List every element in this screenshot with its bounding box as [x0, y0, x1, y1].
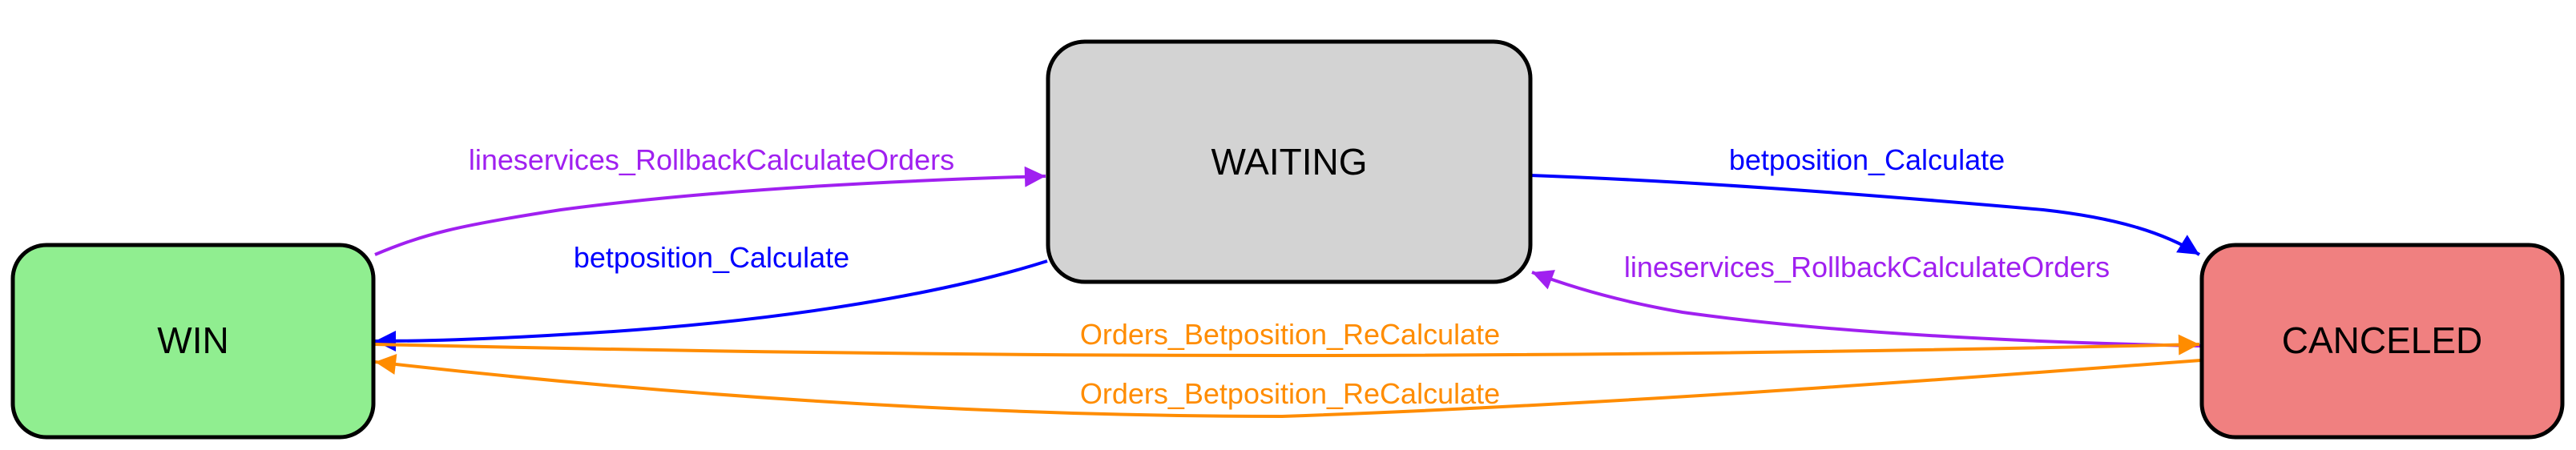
edge-win-to-canceled-label: Orders_Betposition_ReCalculate — [1080, 318, 1500, 351]
edge-canceled-to-waiting-line — [1531, 270, 2202, 348]
edge-waiting-to-canceled: betposition_Calculate — [1530, 143, 2201, 256]
edge-waiting-to-win-label: betposition_Calculate — [574, 241, 849, 274]
edge-canceled-to-win-label: Orders_Betposition_ReCalculate — [1080, 377, 1500, 410]
edge-canceled-to-waiting-label: lineservices_RollbackCalculateOrders — [1624, 251, 2110, 283]
node-waiting-label: WAITING — [1211, 141, 1367, 183]
edge-win-to-canceled-line — [374, 334, 2200, 358]
edge-waiting-to-win: betposition_Calculate — [374, 241, 1048, 352]
edge-win-to-waiting: lineservices_RollbackCalculateOrders — [374, 143, 1046, 256]
node-canceled: CANCELED — [2199, 243, 2565, 440]
node-win-label: WIN — [157, 319, 228, 361]
edge-canceled-to-win-line — [374, 354, 2202, 419]
edge-win-to-waiting-label: lineservices_RollbackCalculateOrders — [469, 143, 954, 176]
edge-win-to-waiting-line — [374, 166, 1046, 256]
edge-canceled-to-win: Orders_Betposition_ReCalculate — [374, 354, 2202, 419]
node-waiting: WAITING — [1046, 39, 1533, 284]
edge-waiting-to-win-line — [374, 259, 1048, 352]
node-waiting-box — [1046, 39, 1533, 284]
node-canceled-box — [2199, 243, 2565, 440]
node-canceled-label: CANCELED — [2282, 319, 2483, 361]
edge-waiting-to-canceled-label: betposition_Calculate — [1729, 143, 2005, 176]
edge-win-to-canceled: Orders_Betposition_ReCalculate — [374, 318, 2200, 358]
edge-canceled-to-waiting: lineservices_RollbackCalculateOrders — [1531, 251, 2202, 348]
node-win: WIN — [10, 243, 376, 440]
node-win-box — [10, 243, 376, 440]
edge-waiting-to-canceled-line — [1530, 174, 2201, 256]
